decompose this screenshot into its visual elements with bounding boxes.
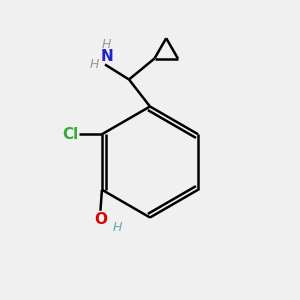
Text: Cl: Cl [62,127,79,142]
Text: N: N [100,50,113,64]
Text: H: H [102,38,111,52]
Text: H: H [90,58,99,71]
Text: H: H [112,221,122,234]
Text: O: O [94,212,107,227]
